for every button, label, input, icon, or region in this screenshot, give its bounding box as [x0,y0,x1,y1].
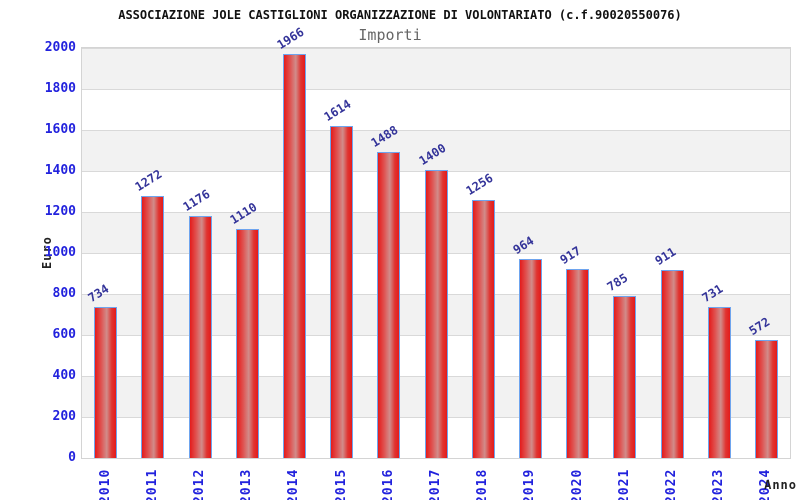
x-tick-label-2012: 2012 [192,468,207,500]
x-tick-label-2014: 2014 [286,468,301,500]
x-tick-label-2020: 2020 [570,468,585,500]
bar-2012 [189,216,212,458]
bar-2024 [755,340,778,458]
bar-2019 [519,259,542,458]
plot-area [81,47,791,459]
bar-2017 [425,170,448,458]
y-tick-label: 1800 [44,81,76,96]
y-tick-label: 800 [52,286,76,301]
x-tick-label-2017: 2017 [428,468,443,500]
chart-title: ASSOCIAZIONE JOLE CASTIGLIONI ORGANIZZAZ… [118,8,682,22]
bar-2016 [377,152,400,458]
x-tick-label-2015: 2015 [334,468,349,500]
y-tick-label: 2000 [44,40,76,55]
x-tick-label-2022: 2022 [664,468,679,500]
bar-2013 [236,229,259,458]
x-tick-label-2019: 2019 [522,468,537,500]
y-tick-label: 0 [68,450,76,465]
x-tick-label-2011: 2011 [145,468,160,500]
y-tick-label: 600 [52,327,76,342]
bar-2011 [141,196,164,458]
bar-2015 [330,126,353,458]
x-tick-label-2018: 2018 [475,468,490,500]
bar-2014 [283,54,306,458]
bar-2020 [566,269,589,458]
x-tick-label-2021: 2021 [617,468,632,500]
bar-2010 [94,307,117,458]
y-tick-label: 200 [52,409,76,424]
x-tick-label-2010: 2010 [98,468,113,500]
bar-2022 [661,270,684,458]
y-tick-label: 1400 [44,163,76,178]
y-tick-label: 1000 [44,245,76,260]
y-tick-label: 1200 [44,204,76,219]
bar-2018 [472,200,495,458]
chart-subtitle: Importi [358,26,422,44]
y-tick-label: 400 [52,368,76,383]
x-tick-label-2016: 2016 [381,468,396,500]
x-axis-title: Anno [764,478,797,492]
x-tick-label-2013: 2013 [239,468,254,500]
bar-2021 [613,296,636,458]
y-tick-label: 1600 [44,122,76,137]
bar-2023 [708,307,731,458]
x-tick-label-2023: 2023 [711,468,726,500]
